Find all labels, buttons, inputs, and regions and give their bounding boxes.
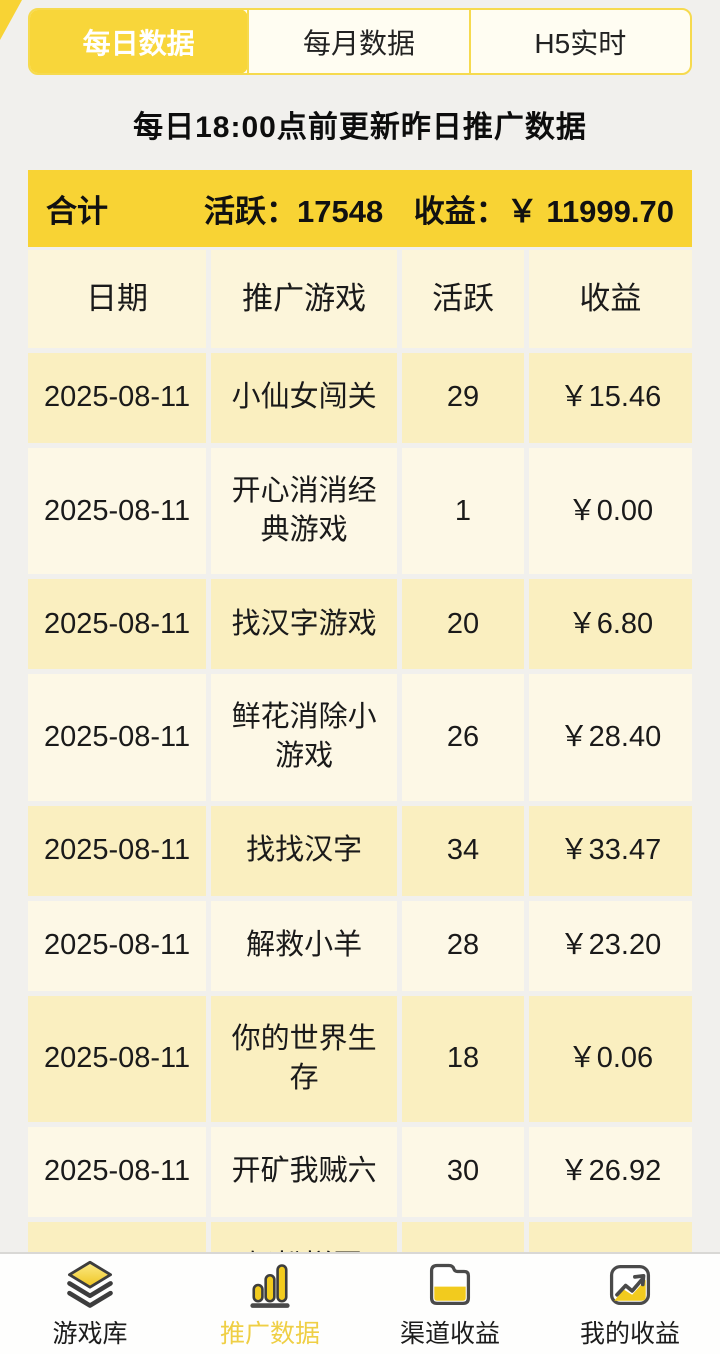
totals-revenue: 收益：￥ 11999.70 [414, 186, 674, 231]
table-row: 2025-08-11 找汉字游戏 20 ￥6.80 [28, 579, 692, 670]
totals-revenue-label: 收益： [413, 194, 507, 229]
bar-chart-icon [244, 1259, 296, 1311]
totals-bar: 合计 活跃：17548 收益：￥ 11999.70 [28, 170, 692, 247]
table-row: 2025-08-11 轻松拼图 21 ￥26.23 [28, 1221, 692, 1252]
table-row: 2025-08-11 找找汉字 34 ￥33.47 [28, 805, 692, 896]
cell-active: 20 [402, 579, 524, 670]
totals-active: 活跃：17548 [204, 186, 383, 231]
totals-active-label: 活跃： [204, 194, 297, 229]
table-header-row: 日期 推广游戏 活跃 收益 [28, 250, 692, 348]
cell-date: 2025-08-11 [28, 995, 207, 1122]
folder-icon [424, 1259, 476, 1311]
layers-icon [64, 1259, 116, 1311]
table-body: 2025-08-11 小仙女闯关 29 ￥15.46 2025-08-11 开心… [28, 353, 692, 1252]
cell-game: 解救小羊 [211, 900, 398, 991]
table-row: 2025-08-11 解救小羊 28 ￥23.20 [28, 900, 692, 991]
totals-active-value: 17548 [297, 194, 384, 229]
cell-active: 30 [402, 1126, 524, 1217]
cell-revenue: ￥26.23 [528, 1221, 692, 1252]
cell-date: 2025-08-11 [28, 1221, 207, 1252]
totals-label: 合计 [46, 194, 108, 229]
tab-h5-realtime[interactable]: H5实时 [468, 10, 690, 73]
header-date: 日期 [28, 250, 207, 348]
bottom-nav: 游戏库 推广数据 渠道收益 [0, 1252, 720, 1354]
cell-date: 2025-08-11 [28, 900, 207, 991]
table-row: 2025-08-11 你的世界生存 18 ￥0.06 [28, 995, 692, 1122]
cell-game: 鲜花消除小游戏 [211, 674, 398, 801]
tab-daily-data[interactable]: 每日数据 [30, 10, 249, 73]
header-active: 活跃 [402, 250, 524, 348]
cell-active: 21 [402, 1221, 524, 1252]
nav-item-channel-revenue[interactable]: 渠道收益 [375, 1259, 525, 1350]
cell-active: 18 [402, 995, 524, 1122]
corner-decoration [0, 0, 22, 40]
cell-game: 开心消消经典游戏 [211, 448, 398, 575]
cell-revenue: ￥15.46 [528, 353, 692, 443]
nav-item-promo-data[interactable]: 推广数据 [195, 1259, 345, 1350]
cell-game: 你的世界生存 [211, 995, 398, 1122]
cell-active: 29 [402, 353, 524, 443]
table-row: 2025-08-11 开心消消经典游戏 1 ￥0.00 [28, 448, 692, 575]
cell-revenue: ￥28.40 [528, 674, 692, 801]
cell-game: 小仙女闯关 [211, 353, 398, 443]
trend-chart-icon [604, 1259, 656, 1311]
cell-game: 开矿我贼六 [211, 1126, 398, 1217]
cell-revenue: ￥33.47 [528, 805, 692, 896]
table-row: 2025-08-11 小仙女闯关 29 ￥15.46 [28, 353, 692, 443]
nav-item-game-library[interactable]: 游戏库 [15, 1259, 165, 1350]
nav-label: 推广数据 [219, 1319, 320, 1348]
cell-game: 找找汉字 [211, 805, 398, 896]
cell-active: 1 [402, 448, 524, 575]
cell-revenue: ￥23.20 [528, 900, 692, 991]
header-revenue: 收益 [528, 250, 692, 348]
tab-monthly-data[interactable]: 每月数据 [247, 10, 468, 73]
tab-bar: 每日数据 每月数据 H5实时 [28, 8, 692, 75]
cell-revenue: ￥6.80 [528, 579, 692, 670]
promo-data-table: 日期 推广游戏 活跃 收益 2025-08-11 小仙女闯关 29 ￥15.46… [28, 250, 692, 1252]
nav-label: 我的收益 [579, 1319, 680, 1348]
table-row: 2025-08-11 鲜花消除小游戏 26 ￥28.40 [28, 674, 692, 801]
nav-item-my-revenue[interactable]: 我的收益 [555, 1259, 705, 1350]
cell-date: 2025-08-11 [28, 1126, 207, 1217]
cell-date: 2025-08-11 [28, 579, 207, 670]
nav-label: 渠道收益 [399, 1319, 500, 1348]
cell-revenue: ￥0.00 [528, 448, 692, 575]
cell-game: 找汉字游戏 [211, 579, 398, 670]
cell-game: 轻松拼图 [211, 1221, 398, 1252]
totals-revenue-value: ￥ 11999.70 [506, 194, 674, 229]
cell-active: 34 [402, 805, 524, 896]
cell-date: 2025-08-11 [28, 448, 207, 575]
cell-date: 2025-08-11 [28, 353, 207, 443]
cell-active: 26 [402, 674, 524, 801]
nav-label: 游戏库 [52, 1319, 128, 1348]
header-game: 推广游戏 [211, 250, 398, 348]
cell-date: 2025-08-11 [28, 805, 207, 896]
cell-date: 2025-08-11 [28, 674, 207, 801]
cell-revenue: ￥0.06 [528, 995, 692, 1122]
update-notice: 每日18:00点前更新昨日推广数据 [133, 111, 587, 144]
table-row: 2025-08-11 开矿我贼六 30 ￥26.92 [28, 1126, 692, 1217]
cell-revenue: ￥26.92 [528, 1126, 692, 1217]
cell-active: 28 [402, 900, 524, 991]
